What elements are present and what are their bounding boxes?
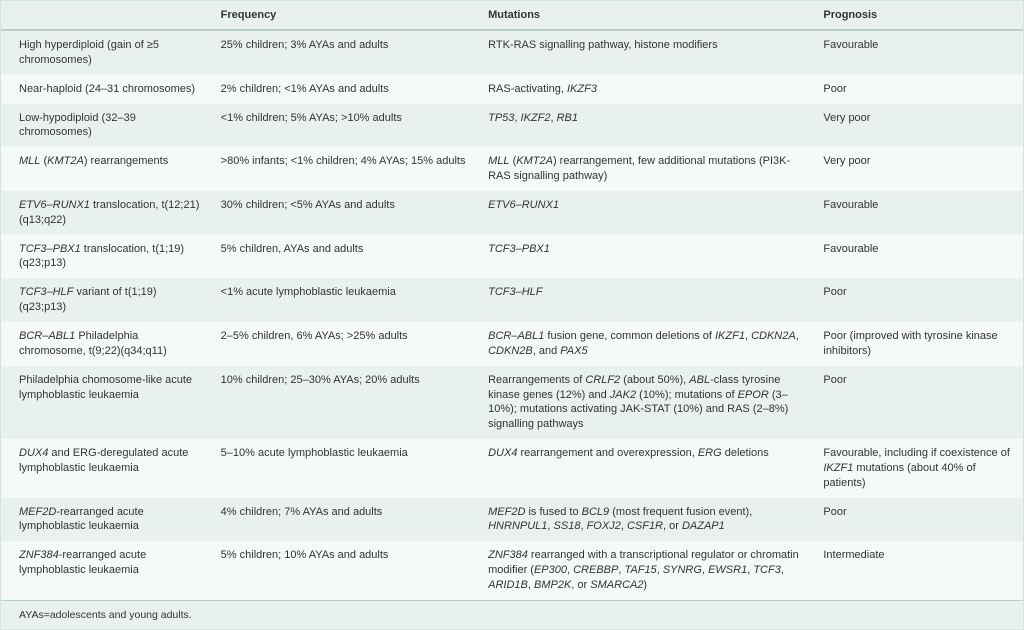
table-row: TCF3–HLF variant of t(1;19)(q23;p13)<1% … (1, 278, 1023, 322)
row-subtype: TCF3–HLF variant of t(1;19)(q23;p13) (1, 278, 211, 322)
col-mutations: Mutations (478, 1, 813, 30)
row-frequency: 5% children, AYAs and adults (211, 235, 478, 279)
row-frequency: <1% acute lymphoblastic leukaemia (211, 278, 478, 322)
row-mutations: ZNF384 rearranged with a transcriptional… (478, 541, 813, 600)
row-subtype: ZNF384-rearranged acute lymphoblastic le… (1, 541, 211, 600)
subtype-table: Frequency Mutations Prognosis High hyper… (1, 1, 1023, 600)
row-mutations: MLL (KMT2A) rearrangement, few additiona… (478, 147, 813, 191)
table-row: ETV6–RUNX1 translocation, t(12;21)(q13;q… (1, 191, 1023, 235)
row-subtype: BCR–ABL1 Philadelphia chromosome, t(9;22… (1, 322, 211, 366)
row-subtype: High hyperdiploid (gain of ≥5 chromosome… (1, 30, 211, 75)
row-prognosis: Poor (813, 278, 1023, 322)
row-mutations: ETV6–RUNX1 (478, 191, 813, 235)
table-row: MEF2D-rearranged acute lymphoblastic leu… (1, 498, 1023, 542)
row-frequency: 5% children; 10% AYAs and adults (211, 541, 478, 600)
table-row: Philadelphia chomosome-like acute lympho… (1, 366, 1023, 439)
row-mutations: TP53, IKZF2, RB1 (478, 104, 813, 148)
table-row: High hyperdiploid (gain of ≥5 chromosome… (1, 30, 1023, 75)
row-subtype: ETV6–RUNX1 translocation, t(12;21)(q13;q… (1, 191, 211, 235)
row-subtype: TCF3–PBX1 translocation, t(1;19)(q23;p13… (1, 235, 211, 279)
row-subtype: Philadelphia chomosome-like acute lympho… (1, 366, 211, 439)
row-frequency: 25% children; 3% AYAs and adults (211, 30, 478, 75)
row-prognosis: Favourable (813, 30, 1023, 75)
table-row: DUX4 and ERG-deregulated acute lymphobla… (1, 439, 1023, 498)
row-subtype: MEF2D-rearranged acute lymphoblastic leu… (1, 498, 211, 542)
col-frequency: Frequency (211, 1, 478, 30)
row-prognosis: Very poor (813, 147, 1023, 191)
row-frequency: 10% children; 25–30% AYAs; 20% adults (211, 366, 478, 439)
row-frequency: 2–5% children, 6% AYAs; >25% adults (211, 322, 478, 366)
row-mutations: RTK-RAS signalling pathway, histone modi… (478, 30, 813, 75)
row-frequency: 5–10% acute lymphoblastic leukaemia (211, 439, 478, 498)
row-prognosis: Favourable (813, 235, 1023, 279)
row-mutations: TCF3–PBX1 (478, 235, 813, 279)
row-frequency: 30% children; <5% AYAs and adults (211, 191, 478, 235)
row-subtype: Low-hypodiploid (32–39 chromosomes) (1, 104, 211, 148)
table-container: Frequency Mutations Prognosis High hyper… (0, 0, 1024, 630)
row-frequency: 2% children; <1% AYAs and adults (211, 75, 478, 104)
row-prognosis: Poor (813, 75, 1023, 104)
row-mutations: DUX4 rearrangement and overexpression, E… (478, 439, 813, 498)
row-prognosis: Very poor (813, 104, 1023, 148)
row-frequency: 4% children; 7% AYAs and adults (211, 498, 478, 542)
row-prognosis: Favourable, including if coexistence of … (813, 439, 1023, 498)
row-prognosis: Favourable (813, 191, 1023, 235)
row-mutations: Rearrangements of CRLF2 (about 50%), ABL… (478, 366, 813, 439)
table-row: TCF3–PBX1 translocation, t(1;19)(q23;p13… (1, 235, 1023, 279)
row-frequency: <1% children; 5% AYAs; >10% adults (211, 104, 478, 148)
row-mutations: RAS-activating, IKZF3 (478, 75, 813, 104)
table-row: Near-haploid (24–31 chromosomes)2% child… (1, 75, 1023, 104)
row-mutations: TCF3–HLF (478, 278, 813, 322)
table-row: MLL (KMT2A) rearrangements>80% infants; … (1, 147, 1023, 191)
footnote: AYAs=adolescents and young adults. (1, 600, 1023, 629)
row-mutations: BCR–ABL1 fusion gene, common deletions o… (478, 322, 813, 366)
row-frequency: >80% infants; <1% children; 4% AYAs; 15%… (211, 147, 478, 191)
table-row: BCR–ABL1 Philadelphia chromosome, t(9;22… (1, 322, 1023, 366)
table-row: Low-hypodiploid (32–39 chromosomes)<1% c… (1, 104, 1023, 148)
row-prognosis: Intermediate (813, 541, 1023, 600)
row-prognosis: Poor (improved with tyrosine kinase inhi… (813, 322, 1023, 366)
col-empty (1, 1, 211, 30)
row-mutations: MEF2D is fused to BCL9 (most frequent fu… (478, 498, 813, 542)
row-subtype: Near-haploid (24–31 chromosomes) (1, 75, 211, 104)
table-row: ZNF384-rearranged acute lymphoblastic le… (1, 541, 1023, 600)
col-prognosis: Prognosis (813, 1, 1023, 30)
row-prognosis: Poor (813, 498, 1023, 542)
row-subtype: MLL (KMT2A) rearrangements (1, 147, 211, 191)
row-prognosis: Poor (813, 366, 1023, 439)
row-subtype: DUX4 and ERG-deregulated acute lymphobla… (1, 439, 211, 498)
header-row: Frequency Mutations Prognosis (1, 1, 1023, 30)
